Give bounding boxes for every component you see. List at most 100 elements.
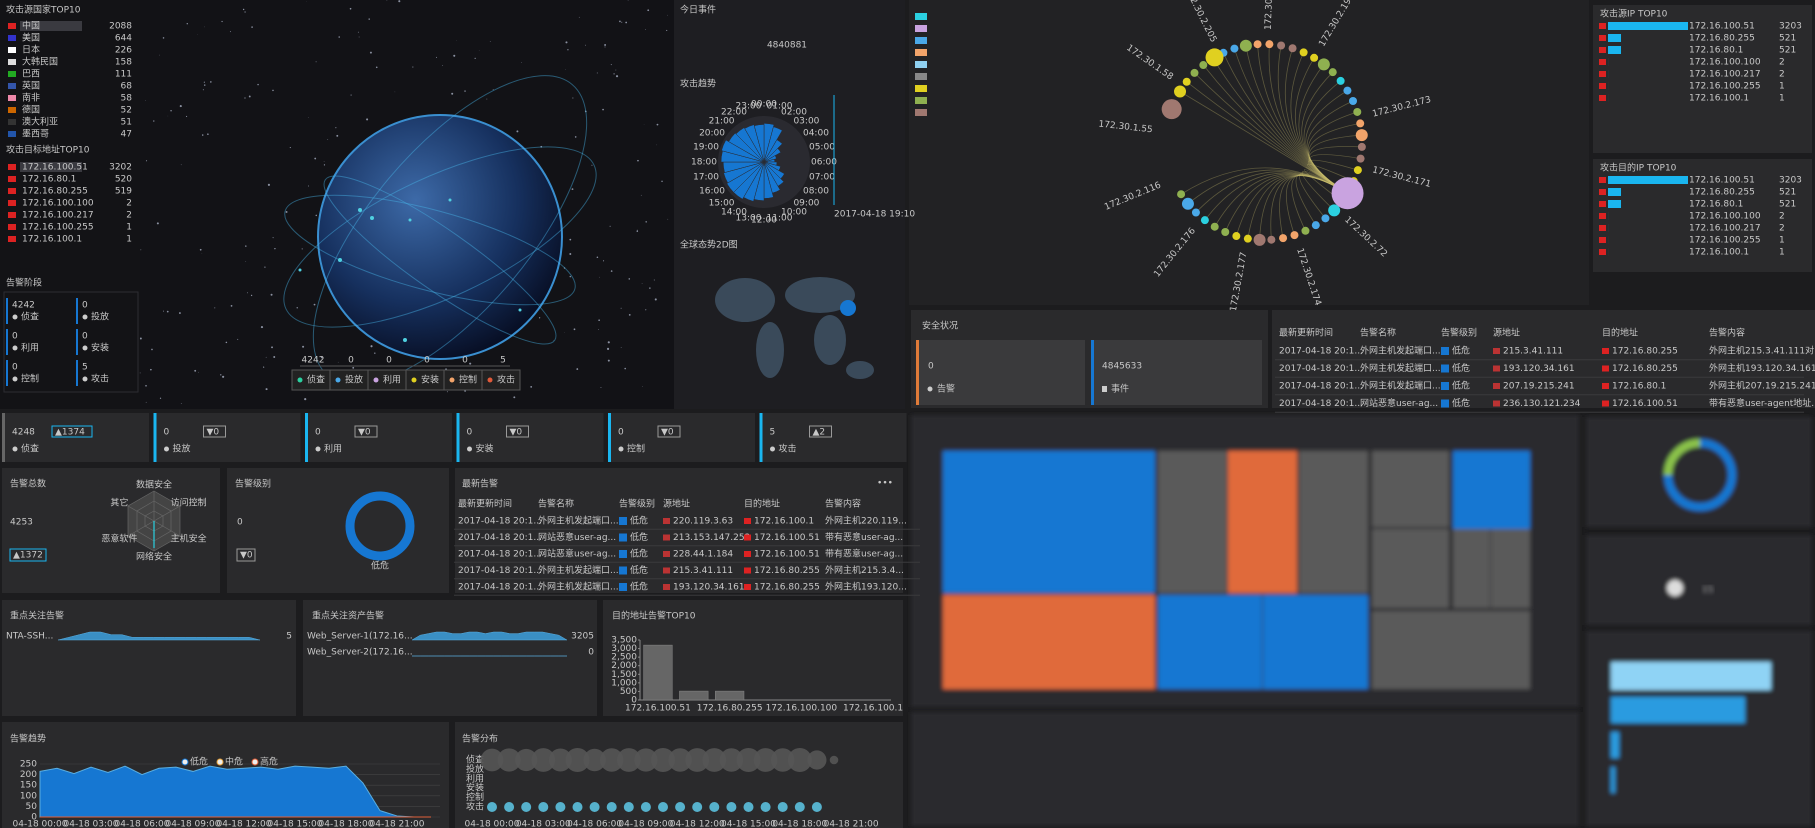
bubble [480,748,504,772]
table-cell[interactable]: 外网主机215.3.41.111对... [1709,345,1815,357]
radial-bar [723,161,765,184]
star [145,160,148,162]
security-label: 告警 [937,383,955,395]
table-cell[interactable]: 外网主机193.120... [825,581,907,593]
more-button[interactable]: ••• [877,479,893,489]
table-cell[interactable]: 带有恶意user-ag... [825,531,903,543]
panel-title: 攻击目的IP TOP10 [1600,162,1677,174]
chord-link [1284,48,1348,194]
country-count: 47 [121,130,132,140]
star [237,338,239,340]
chord-node [1265,40,1274,49]
star [620,307,622,309]
chord-link [1186,81,1348,194]
bubble [777,802,788,812]
hour-label: 11:00 [767,214,793,224]
radar-label: 恶意软件 [101,533,137,545]
table-cell: 低危 [630,581,648,593]
stage-label: 侦查 [21,311,39,323]
bubble [811,802,822,812]
card-accent [153,413,157,462]
stage-button[interactable] [481,369,521,391]
star [289,147,291,149]
star [352,366,355,369]
security-value: 4845633 [1102,362,1142,372]
chord-node [1190,68,1199,77]
radar-label: 数据安全 [136,479,172,491]
chord-link [1307,159,1358,194]
card-accent [456,413,460,462]
panel-title: 攻击源IP TOP10 [1600,8,1668,20]
delta-box [809,425,832,438]
bubble [651,748,675,772]
chord-node [1356,119,1365,128]
star [436,56,437,58]
stage-card-delta: ▼0 [207,428,220,438]
table-header: 目的地址 [1602,327,1638,339]
table-header: 告警名称 [1360,327,1396,339]
chord-node [1310,53,1319,62]
star [265,356,267,358]
country-count: 644 [115,34,132,44]
table-cell[interactable]: 带有恶意user-agent地址... [1709,397,1815,409]
hour-label: 06:00 [811,158,837,168]
stage-card [456,413,604,462]
ip-address: 172.16.100.1 [1689,94,1749,104]
stage-card-label: 安装 [476,443,494,455]
globe-axis-label: 4242 [302,356,325,366]
table-cell[interactable]: 带有恶意user-ag... [825,548,903,560]
chord-node [1232,232,1241,241]
stage-value: 0 [12,363,18,373]
star [302,345,305,348]
focus-name[interactable]: Web_Server-2(172.16... [307,648,413,658]
bubble [623,802,634,812]
panel-title: 今日事件 [680,4,716,16]
flag [8,83,16,89]
table-cell[interactable]: 外网主机193.120.34.161... [1709,362,1815,374]
star [186,23,188,25]
table-cell: 网站恶意user-ag... [538,531,616,543]
star [569,275,572,278]
star [357,31,359,33]
bubble [726,802,737,812]
star [576,368,579,370]
bubble [709,802,720,812]
star [647,9,650,12]
star [607,359,610,362]
star [336,134,339,137]
radar-grid [127,490,181,552]
star [314,157,317,160]
star [604,44,607,46]
table-header: 告警级别 [1441,327,1477,339]
bubble [794,802,805,812]
table-cell[interactable]: 外网主机220.119... [825,515,907,527]
stage-card-label: 利用 [324,443,342,455]
table-cell[interactable]: 外网主机215.3.4... [825,564,904,576]
stage-card-value: 0 [315,428,321,438]
focus-name[interactable]: NTA-SSH... [6,632,53,642]
star [202,89,204,91]
table-cell[interactable]: 外网主机207.19.215.241... [1709,380,1815,392]
panel-title: 目的地址告警TOP10 [612,610,696,622]
flag [1493,400,1500,407]
level-swatch [619,566,627,575]
flag [1599,177,1606,183]
focus-name[interactable]: Web_Server-1(172.16... [307,632,413,642]
table-cell: 2017-04-18 20:1... [1279,399,1363,409]
flag [663,567,670,574]
star [572,97,574,99]
star [656,144,658,146]
latest-alerts-panel [455,468,903,593]
focus-value: 0 [588,648,594,658]
flag [8,71,16,77]
ip-address: 172.16.100.217 [1689,70,1761,80]
x-tick-label: 172.16.80.255 [697,704,763,714]
star [179,105,182,108]
bubble [504,802,515,812]
flag [8,131,16,137]
globe-points [298,198,522,342]
y-tick-label: 250 [20,760,37,770]
flag [1599,237,1606,243]
stage-card [608,413,755,462]
star [210,81,212,83]
